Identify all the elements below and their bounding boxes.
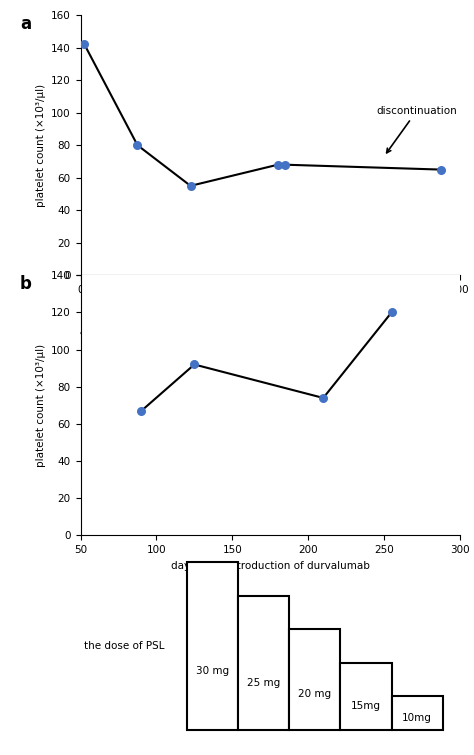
X-axis label: days after introduction of durvalumab: days after introduction of durvalumab	[171, 300, 370, 310]
Text: a: a	[20, 15, 31, 33]
Bar	[187, 562, 238, 729]
Point	[137, 405, 145, 417]
Text: discontinuation: discontinuation	[376, 106, 457, 153]
Point	[81, 39, 88, 51]
Text: 10mg: 10mg	[402, 713, 432, 723]
Point	[274, 159, 282, 171]
Point	[134, 139, 141, 151]
Text: b: b	[20, 276, 32, 293]
Point	[187, 180, 194, 192]
Point	[191, 359, 198, 371]
Bar	[238, 596, 289, 729]
Point	[282, 159, 289, 171]
Text: 30 mg: 30 mg	[196, 666, 229, 676]
Text: 20 mg: 20 mg	[298, 689, 331, 699]
Bar	[289, 629, 340, 729]
Point	[388, 307, 395, 319]
Y-axis label: platelet count (×10³/μl): platelet count (×10³/μl)	[36, 344, 46, 467]
Bar	[392, 696, 443, 729]
Text: 25 mg: 25 mg	[247, 678, 280, 688]
X-axis label: days after introduction of durvalumab: days after introduction of durvalumab	[171, 561, 370, 571]
Bar	[340, 663, 392, 729]
Text: 15mg: 15mg	[351, 701, 381, 711]
Point	[437, 164, 445, 176]
Y-axis label: platelet count (×10³/μl): platelet count (×10³/μl)	[36, 84, 46, 207]
Text: the dose of PSL: the dose of PSL	[84, 641, 165, 651]
Point	[319, 392, 327, 404]
